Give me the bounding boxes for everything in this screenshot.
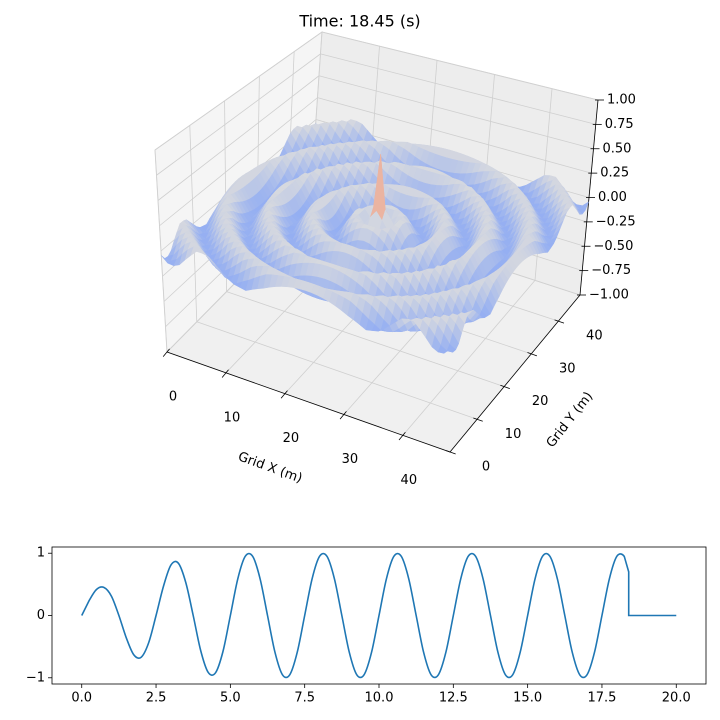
surface-axes: 0 10 20 30 40 0 10 20 30 40 −1.00 −0.75 −0.50 −0.25 0.… (154, 12, 636, 488)
y-tick (554, 319, 565, 324)
grid-line (321, 31, 599, 101)
x-tick-label: 30 (342, 452, 359, 467)
y-tick-label: 1 (37, 546, 45, 561)
x-tick (339, 411, 347, 420)
x-tick-label: 40 (401, 473, 418, 488)
x-tick-label: 17.5 (587, 691, 616, 706)
z-tick-label: −0.50 (594, 239, 634, 254)
x-tick (398, 431, 406, 441)
y-tick (473, 417, 483, 422)
y-tick-label: 40 (586, 329, 603, 344)
x-tick-label: 2.5 (146, 691, 167, 706)
y-tick (446, 450, 456, 455)
grid-line (196, 321, 478, 420)
line (81, 552, 677, 679)
grid-line (159, 97, 318, 227)
z-tick-label: 0.25 (600, 166, 629, 181)
grid-line (154, 31, 323, 151)
y-tick-label: −1 (26, 670, 45, 685)
x-tick (162, 348, 170, 357)
x-tick (221, 369, 229, 378)
grid-line (317, 97, 592, 174)
y-tick-label: 0 (482, 460, 490, 475)
grid-line (226, 291, 505, 387)
z-tick-label: 0.00 (598, 190, 627, 205)
z-tick-label: 0.75 (605, 117, 634, 132)
x-tick-label: 20 (283, 431, 300, 446)
surface-cell (443, 348, 454, 354)
x-tick-label: 5.0 (220, 691, 241, 706)
x-tick-label: 12.5 (439, 691, 468, 706)
line-axes: 0.0 2.5 5.0 7.5 10.0 12.5 15.0 17.5 20.0 −1 0 1 (26, 546, 707, 706)
plot-frame (51, 546, 707, 685)
z-tick-label: −0.75 (591, 263, 631, 278)
grid-line (320, 53, 596, 125)
z-tick-label: 1.00 (607, 93, 636, 108)
x-tick-label: 20.0 (662, 691, 691, 706)
x-tick-label: 15.0 (513, 691, 542, 706)
y-tick (527, 352, 538, 357)
x-tick-label: 10.0 (365, 691, 394, 706)
y-tick-label: 20 (532, 394, 549, 409)
x-tick-label: 0 (169, 390, 177, 405)
grid-line (156, 53, 321, 176)
x-tick-label: 7.5 (294, 691, 315, 706)
chart-title: Time: 18.45 (s) (298, 12, 420, 31)
y-tick-label: 30 (559, 361, 576, 376)
z-tick-label: −1.00 (589, 288, 629, 303)
y-tick-label: 0 (37, 608, 45, 623)
y-tick (500, 384, 510, 389)
grid-line (157, 75, 320, 201)
x-tick-label: 10 (224, 410, 241, 425)
z-tick-label: −0.25 (596, 214, 636, 229)
y-tick-label: 10 (505, 427, 522, 442)
grid-line (318, 75, 594, 150)
z-tick-label: 0.50 (603, 141, 632, 156)
x-tick-label: 0.0 (71, 691, 92, 706)
x-tick (280, 390, 288, 399)
